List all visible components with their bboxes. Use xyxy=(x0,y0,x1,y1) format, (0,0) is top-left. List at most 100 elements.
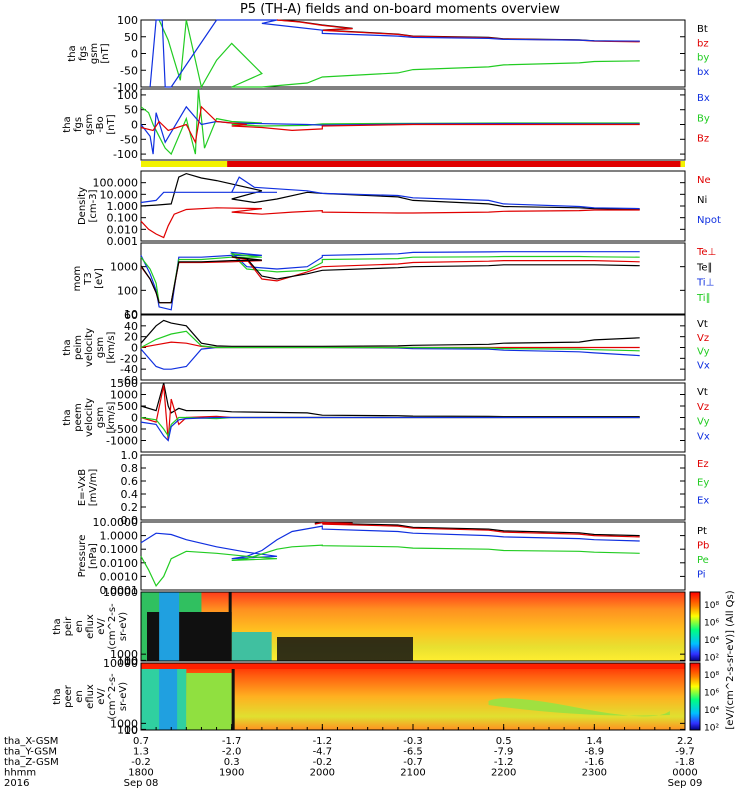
y-tick-label: 1000 xyxy=(110,648,138,661)
y-axis-label: tha xyxy=(62,339,73,355)
y-tick-label: 10000 xyxy=(103,657,138,670)
series-line-Vy xyxy=(140,330,640,352)
x-tick-value: -2.0 xyxy=(222,747,242,758)
y-axis-label: T3 xyxy=(83,272,94,285)
y-tick-label: 0.0 xyxy=(121,514,139,527)
colorbar-tick-label: 10⁴ xyxy=(704,636,719,646)
legend-entry: Pt xyxy=(697,526,707,537)
peir_spectrogram-frame xyxy=(140,591,686,662)
y-tick-label: -20 xyxy=(120,352,138,365)
sheath-band xyxy=(159,592,180,661)
legend-entry: bz xyxy=(697,38,709,49)
x-tick-value: -1.8 xyxy=(675,757,695,768)
x-tick-value: -0.2 xyxy=(313,757,333,768)
y-axis-label: E=-VxB xyxy=(77,469,88,506)
panel-mom_temp: 1000 100 10 mom T3 [eV] Te⊥ Te∥ Ti⊥ Ti∥ xyxy=(72,242,716,321)
series-line-Pb xyxy=(314,521,640,538)
x-tick-value: -4.7 xyxy=(313,747,333,758)
legend-entry: Vt xyxy=(697,387,708,398)
legend-entry: Ey xyxy=(697,477,709,488)
series-line-Ti⊥ xyxy=(140,251,640,311)
x-tick-value: -7.9 xyxy=(494,747,514,758)
y-axis-label: peir xyxy=(63,616,74,636)
colorbar: 10⁸ 10⁶ 10⁴ 10² 10⁸ 10⁶ 10⁴ 10² [eV/(cm^2-s-sr-e… xyxy=(689,590,736,734)
series-line-Vt xyxy=(140,382,640,418)
y-axis-label: velocity xyxy=(84,398,95,437)
y-tick-label: -1000 xyxy=(106,435,138,448)
colorbar-tick-label: 10⁶ xyxy=(704,619,719,629)
pressure-frame xyxy=(140,521,686,591)
x-tick-value: Sep 09 xyxy=(668,778,703,789)
legend-entry: Vz xyxy=(697,333,709,344)
y-tick-label: 100 xyxy=(117,89,138,102)
high-energy-band xyxy=(141,663,685,669)
legend-entry: Vz xyxy=(697,402,709,413)
series-line-Bz xyxy=(140,105,640,145)
colorbar-tick-label: 10² xyxy=(704,724,719,734)
legend-entry: Npot xyxy=(697,215,721,226)
y-axis-label: [nPa] xyxy=(88,543,99,569)
y-axis-label: tha xyxy=(67,45,78,61)
y-tick-label: 100 xyxy=(117,654,138,667)
x-tick-value: -0.2 xyxy=(131,757,151,768)
y-axis-label: velocity xyxy=(84,328,95,367)
x-tick-value: -1.2 xyxy=(313,736,333,747)
colorbar-strip xyxy=(689,662,701,731)
y-tick-label: 0 xyxy=(131,48,138,61)
legend-entry: Pi xyxy=(697,570,706,581)
legend-entry: By xyxy=(697,113,710,124)
panel-efield: 1.00.80.60.40.20.0 E=-VxB [mV/m] Ez Ey Ex xyxy=(77,449,709,527)
y-axis-label: fgs xyxy=(73,117,84,132)
quality-segment xyxy=(141,161,228,167)
x-row-label: 2016 xyxy=(4,778,29,789)
plot-title: P5 (TH-A) fields and on-board moments ov… xyxy=(240,2,560,17)
series-line-bx xyxy=(149,19,640,88)
x-tick-value: -6.5 xyxy=(403,747,423,758)
y-tick-label: 0.1000 xyxy=(100,543,139,556)
y-tick-label: -100 xyxy=(113,148,138,161)
y-tick-label: 10 xyxy=(124,308,138,321)
y-axis-label: eflux xyxy=(85,684,96,709)
x-row-label: tha_X-GSM xyxy=(4,736,58,747)
y-axis-label: Pressure xyxy=(77,535,88,578)
legend-entry: Te⊥ xyxy=(696,247,716,258)
y-axis-label: gsm xyxy=(89,43,100,64)
y-axis-label: tha xyxy=(62,409,73,425)
y-tick-label: -60 xyxy=(120,374,138,387)
series-line-Ne xyxy=(140,207,640,239)
mom_temp-frame xyxy=(140,242,686,315)
y-tick-label: -100 xyxy=(113,81,138,94)
legend-entry: Vt xyxy=(697,319,708,330)
gap-line xyxy=(231,663,235,730)
legend-entry: by xyxy=(697,53,709,64)
y-axis-label: en xyxy=(74,620,85,633)
colorbar-tick-label: 10² xyxy=(704,654,719,664)
y-tick-label: -40 xyxy=(120,363,138,376)
y-axis-label: [mV/m] xyxy=(88,469,99,507)
x-tick-value: 2200 xyxy=(491,768,516,779)
y-tick-label: 60 xyxy=(124,309,138,322)
y-tick-label: 1.0000 xyxy=(100,530,139,543)
y-axis-label: [km/s] xyxy=(106,331,117,363)
y-tick-label: 0.4 xyxy=(121,488,139,501)
efield-frame xyxy=(140,454,686,521)
y-tick-label: 0 xyxy=(131,119,138,132)
y-axis-label: en xyxy=(74,690,85,703)
y-axis-label: gsm xyxy=(95,407,106,428)
y-axis-label: peem xyxy=(73,403,84,431)
y-tick-label: 0.100 xyxy=(107,212,139,225)
colorbar-tick-label: 10⁸ xyxy=(704,671,719,681)
y-tick-label: 0.0001 xyxy=(100,584,139,597)
series-line-Vt xyxy=(140,319,640,347)
y-axis-label: [cm-3] xyxy=(88,189,99,222)
legend-entry: Ti∥ xyxy=(696,293,711,304)
legend-entry: Pb xyxy=(697,541,709,552)
legend-entry: Ne xyxy=(697,175,711,186)
x-tick-value: -8.9 xyxy=(585,747,605,758)
y-tick-label: 0.010 xyxy=(107,223,139,236)
y-axis-label: (cm^2-s- xyxy=(107,603,118,650)
legend-entry: Bx xyxy=(697,93,710,104)
y-axis-label: gsm xyxy=(95,337,106,358)
